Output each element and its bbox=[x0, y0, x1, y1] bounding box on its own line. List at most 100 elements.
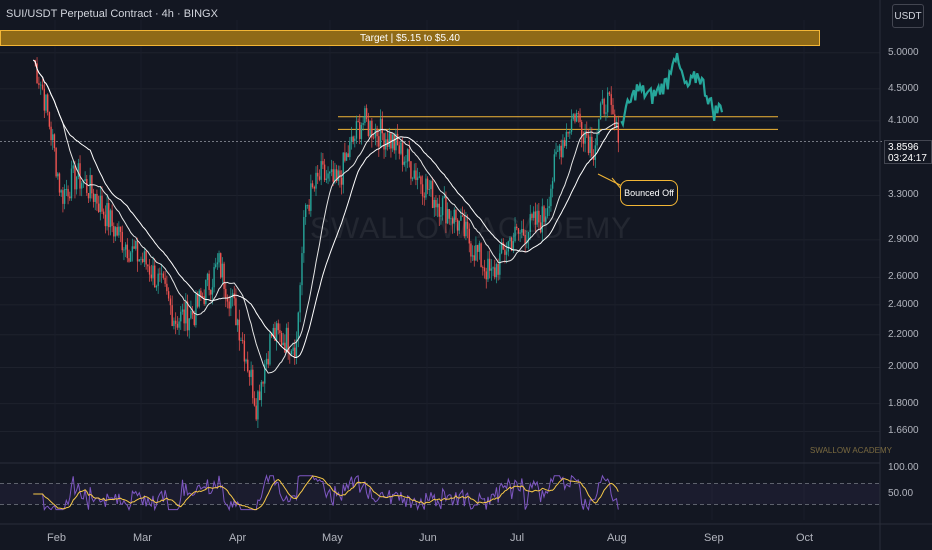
candle-body bbox=[322, 161, 324, 165]
candle-body bbox=[400, 142, 402, 154]
candle-body bbox=[167, 291, 170, 299]
candle-body bbox=[106, 202, 108, 227]
candle-body bbox=[478, 243, 481, 252]
candle-body bbox=[133, 246, 135, 249]
candle-body bbox=[430, 180, 432, 190]
candle-body bbox=[250, 369, 252, 377]
candle-body bbox=[519, 232, 521, 234]
candle-body bbox=[52, 134, 54, 141]
candle-body bbox=[215, 264, 217, 268]
candle-body bbox=[405, 161, 407, 163]
candle-body bbox=[248, 371, 251, 377]
candle-body bbox=[612, 104, 614, 115]
candle-body bbox=[567, 131, 569, 134]
candle-body bbox=[451, 218, 454, 224]
candle-body bbox=[470, 243, 472, 257]
candle-body bbox=[109, 210, 112, 228]
candle-body bbox=[617, 123, 619, 143]
candle-body bbox=[119, 226, 122, 232]
candle-body bbox=[332, 169, 334, 182]
candle-body bbox=[208, 273, 210, 291]
candle-body bbox=[240, 340, 242, 341]
candle-body bbox=[450, 218, 452, 220]
candle-body bbox=[152, 265, 154, 279]
candle-body bbox=[128, 258, 130, 262]
candle-body bbox=[230, 297, 232, 309]
candle-body bbox=[313, 187, 315, 189]
candle-body bbox=[141, 258, 144, 263]
candle-body bbox=[499, 253, 501, 275]
candle-body bbox=[185, 301, 187, 324]
candle-body bbox=[534, 211, 537, 225]
candle-body bbox=[357, 121, 359, 123]
currency-button[interactable]: USDT bbox=[892, 4, 924, 28]
candle-body bbox=[48, 112, 51, 127]
candle-body bbox=[301, 253, 303, 286]
candle-body bbox=[468, 228, 470, 244]
candle-body bbox=[344, 152, 346, 161]
candle-body bbox=[369, 120, 371, 136]
x-tick-label: Jul bbox=[510, 532, 525, 544]
candle-body bbox=[75, 176, 78, 190]
candle-body bbox=[50, 126, 52, 141]
candle-body bbox=[265, 358, 268, 365]
y-tick-label: 2.2000 bbox=[888, 328, 919, 340]
candle-body bbox=[77, 163, 80, 177]
candle-body bbox=[325, 178, 328, 181]
candle-body bbox=[275, 323, 278, 341]
candle-body bbox=[195, 293, 197, 325]
candle-body bbox=[476, 245, 479, 252]
candle-body bbox=[183, 309, 185, 324]
candle-body bbox=[521, 228, 523, 233]
candle-body bbox=[260, 382, 263, 401]
candle-body bbox=[555, 151, 557, 155]
candle-body bbox=[589, 136, 591, 153]
candle-body bbox=[262, 382, 264, 384]
candle-body bbox=[461, 215, 464, 217]
candle-body bbox=[359, 122, 361, 139]
candle-body bbox=[126, 244, 129, 259]
candle-body bbox=[135, 240, 137, 249]
candle-body bbox=[453, 209, 455, 224]
candle-body bbox=[376, 128, 378, 137]
candle-body bbox=[436, 203, 439, 208]
candle-body bbox=[116, 227, 118, 236]
candle-body bbox=[89, 175, 91, 199]
candle-body bbox=[362, 122, 364, 125]
candle-body bbox=[614, 114, 616, 127]
candle-body bbox=[415, 170, 417, 181]
candle-body bbox=[86, 179, 88, 193]
candle-body bbox=[446, 209, 449, 224]
candle-body bbox=[148, 266, 151, 275]
candle-body bbox=[510, 237, 513, 251]
candle-body bbox=[108, 202, 110, 228]
candle-body bbox=[488, 258, 491, 271]
candle-body bbox=[563, 140, 566, 146]
candle-body bbox=[216, 262, 219, 265]
candle-body bbox=[114, 227, 117, 237]
candle-body bbox=[70, 168, 73, 199]
candle-body bbox=[598, 119, 600, 134]
candle-body bbox=[411, 178, 414, 180]
candle-body bbox=[164, 277, 166, 284]
candle-body bbox=[279, 330, 281, 334]
candle-body bbox=[345, 153, 348, 161]
candle-body bbox=[463, 216, 465, 237]
candle-body bbox=[582, 137, 585, 144]
candle-body bbox=[223, 263, 225, 289]
candle-body bbox=[594, 145, 597, 160]
candle-body bbox=[349, 141, 351, 158]
candle-body bbox=[91, 175, 93, 194]
candle-body bbox=[323, 164, 326, 181]
candle-body bbox=[159, 273, 161, 275]
candle-body bbox=[267, 358, 269, 365]
candle-body bbox=[220, 253, 222, 278]
candle-body bbox=[306, 204, 309, 206]
candle-body bbox=[60, 190, 62, 193]
candle-body bbox=[360, 124, 363, 139]
candle-body bbox=[303, 217, 305, 254]
candle-body bbox=[258, 391, 261, 401]
candle-body bbox=[435, 200, 437, 208]
candle-body bbox=[111, 210, 113, 226]
